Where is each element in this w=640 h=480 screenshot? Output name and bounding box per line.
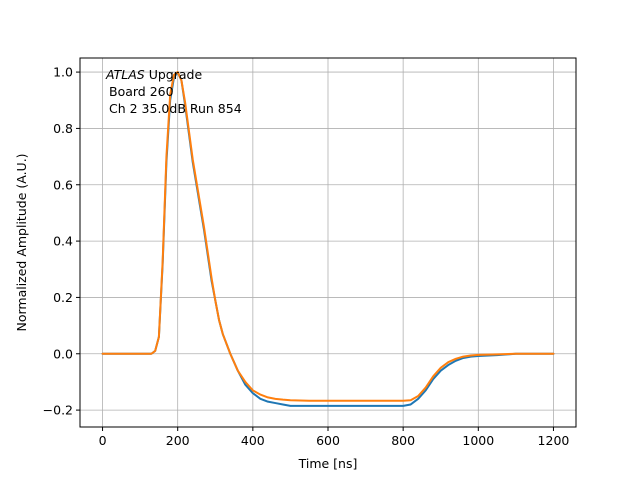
annotation-upgrade: Upgrade — [145, 67, 203, 82]
series-line-2 — [101, 71, 555, 402]
series-layer — [101, 71, 555, 407]
x-tick-label: 1200 — [538, 433, 570, 448]
x-tick-label: 600 — [316, 433, 340, 448]
chart-annotation: ATLAS Upgrade Board 260 Ch 2 35.0dB Run … — [105, 67, 242, 116]
series-line-1 — [101, 71, 555, 407]
x-axis-label: Time [ns] — [298, 456, 358, 471]
x-tick-label: 400 — [241, 433, 265, 448]
annotation-line-1: ATLAS Upgrade — [105, 67, 202, 82]
y-tick-label: 1.0 — [53, 65, 73, 80]
annotation-line-3: Ch 2 35.0dB Run 854 — [109, 101, 242, 116]
x-tick-label: 1000 — [462, 433, 494, 448]
y-tick-label: 0.0 — [53, 346, 73, 361]
y-tick-label: 0.4 — [53, 234, 73, 249]
x-tick-label: 800 — [391, 433, 415, 448]
y-tick-label: −0.2 — [43, 403, 73, 418]
y-axis-label: Normalized Amplitude (A.U.) — [14, 153, 29, 331]
x-tick-label: 0 — [99, 433, 107, 448]
y-tick-label: 0.2 — [53, 290, 73, 305]
x-tick-label: 200 — [166, 433, 190, 448]
ticks: 0 200 400 600 800 1000 1200 −0.2 0.0 0.2 0.4 0.6 0.8… — [43, 65, 570, 448]
grid — [80, 58, 576, 427]
annotation-atlas: ATLAS — [105, 67, 145, 82]
y-tick-label: 0.8 — [53, 121, 73, 136]
y-tick-label: 0.6 — [53, 177, 73, 192]
annotation-line-2: Board 260 — [109, 84, 174, 99]
